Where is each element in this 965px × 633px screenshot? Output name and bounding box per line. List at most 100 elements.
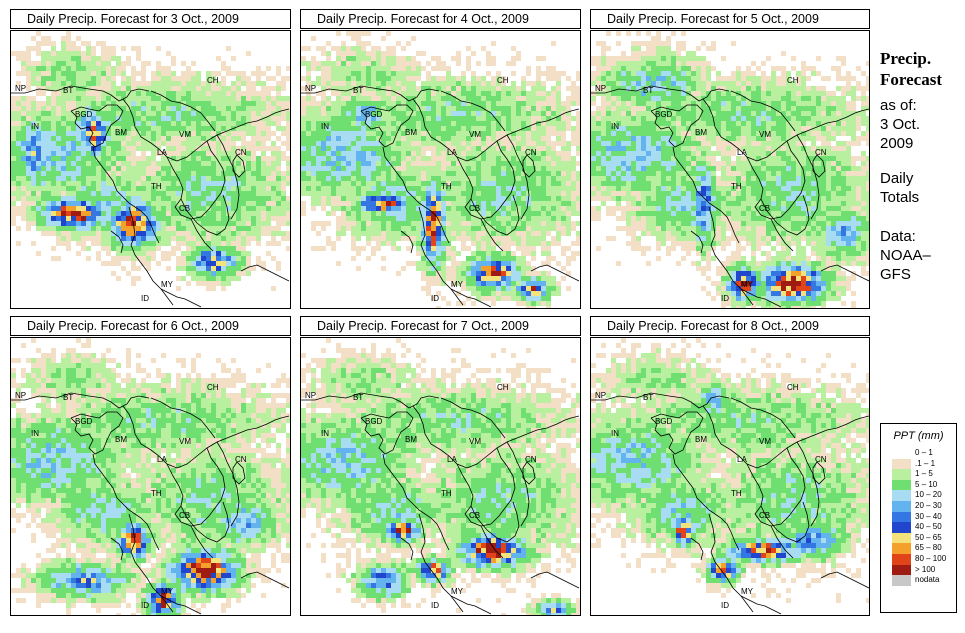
legend-swatch: [892, 553, 911, 565]
sidebar-date-1: 3 Oct.: [880, 116, 921, 133]
country-label: NP: [15, 84, 26, 93]
country-label: IN: [611, 429, 619, 438]
country-label: CB: [179, 511, 190, 520]
sidebar-daily-2: Totals: [880, 189, 920, 206]
country-label: CH: [787, 383, 799, 392]
panel-title: Daily Precip. Forecast for 3 Oct., 2009: [10, 9, 291, 29]
forecast-panel-6: Daily Precip. Forecast for 8 Oct., 2009 …: [590, 316, 870, 616]
sidebar-heading-1: Precip.: [880, 49, 932, 68]
country-label: BT: [63, 393, 73, 402]
legend-row: 30 – 40: [881, 511, 956, 523]
ppt-legend: PPT (mm) 0 – 1 .1 – 1 1 – 5 5 – 10 10 – …: [880, 423, 957, 613]
country-label: VM: [179, 437, 191, 446]
precip-cells: [591, 338, 869, 603]
country-label: LA: [447, 148, 457, 157]
panel-title: Daily Precip. Forecast for 7 Oct., 2009: [300, 316, 581, 336]
legend-label: 50 – 65: [915, 532, 942, 542]
country-label: CB: [759, 511, 770, 520]
country-label: BGD: [365, 110, 383, 119]
legend-label: 80 – 100: [915, 553, 947, 563]
country-label: CH: [207, 383, 219, 392]
panel-title: Daily Precip. Forecast for 8 Oct., 2009: [590, 316, 870, 336]
country-label: BM: [405, 128, 417, 137]
country-label: CH: [497, 383, 509, 392]
coastlines-borders: [301, 392, 580, 615]
country-label: NP: [305, 391, 316, 400]
country-label: LA: [447, 455, 457, 464]
sidebar-asof: as of:: [880, 97, 917, 114]
country-label: MY: [741, 587, 754, 596]
country-label: TH: [731, 489, 742, 498]
country-label: NP: [595, 84, 606, 93]
legend-swatch: [892, 511, 911, 523]
legend-label: nodata: [915, 575, 940, 585]
country-label: VM: [469, 437, 481, 446]
country-label: TH: [441, 182, 452, 191]
forecast-panel-3: Daily Precip. Forecast for 5 Oct., 2009 …: [590, 9, 870, 309]
country-label: VM: [179, 130, 191, 139]
country-label: TH: [441, 489, 452, 498]
legend-swatch: [892, 564, 911, 576]
country-label: CH: [787, 76, 799, 85]
country-label: CB: [179, 204, 190, 213]
country-label: CB: [759, 204, 770, 213]
legend-swatch: [892, 490, 911, 501]
legend-row: 20 – 30: [881, 500, 956, 512]
legend-label: > 100: [915, 564, 936, 574]
legend-swatch: [892, 500, 911, 512]
country-label: IN: [31, 122, 39, 131]
country-label: BGD: [365, 417, 383, 426]
country-label: LA: [157, 455, 167, 464]
country-label: BM: [405, 435, 417, 444]
country-label: CB: [469, 511, 480, 520]
country-label: BT: [63, 86, 73, 95]
panel-title: Daily Precip. Forecast for 6 Oct., 2009: [10, 316, 291, 336]
legend-row: 65 – 80: [881, 543, 956, 554]
precip-cells: [301, 338, 580, 615]
panel-title: Daily Precip. Forecast for 5 Oct., 2009: [590, 9, 870, 29]
country-label: IN: [321, 429, 329, 438]
sidebar-data-3: GFS: [880, 266, 911, 283]
legend-row: 5 – 10: [881, 479, 956, 491]
legend-title: PPT (mm): [893, 430, 944, 442]
precip-map: NP BT BGD IN BM CH VM LA TH CB MY ID CN: [300, 337, 581, 616]
country-label: VM: [759, 130, 771, 139]
country-label: MY: [161, 587, 174, 596]
country-label: BT: [643, 393, 653, 402]
coastlines-borders: [591, 392, 869, 615]
sidebar-data-2: NOAA–: [880, 247, 931, 264]
legend-swatch: [892, 479, 911, 491]
legend-row: 40 – 50: [881, 522, 956, 533]
legend-label: 20 – 30: [915, 500, 942, 510]
legend-swatch: [892, 458, 911, 470]
country-label: BGD: [655, 417, 673, 426]
precip-field: NP BT BGD IN BM CH VM LA TH CB MY ID CN: [591, 31, 869, 308]
forecast-panel-2: Daily Precip. Forecast for 4 Oct., 2009 …: [300, 9, 581, 309]
country-label: BGD: [655, 110, 673, 119]
country-label: CB: [469, 204, 480, 213]
legend-label: 10 – 20: [915, 490, 942, 500]
country-label: NP: [305, 84, 316, 93]
country-label: ID: [141, 601, 149, 610]
legend-row: 10 – 20: [881, 490, 956, 501]
legend-swatch: [892, 448, 911, 459]
coastlines-borders: [11, 392, 290, 615]
country-label: BT: [353, 393, 363, 402]
country-label: BM: [695, 435, 707, 444]
country-label: BT: [353, 86, 363, 95]
precip-cells: [591, 31, 869, 308]
country-label: ID: [431, 601, 439, 610]
country-label: BGD: [75, 110, 93, 119]
legend-swatch: [892, 543, 911, 554]
legend-label: 0 – 1: [915, 448, 933, 457]
legend-row: 0 – 1: [881, 448, 956, 459]
country-label: NP: [15, 391, 26, 400]
country-label: MY: [451, 587, 464, 596]
legend-swatch: [892, 522, 911, 533]
country-label: TH: [151, 489, 162, 498]
country-label: MY: [451, 280, 464, 289]
country-label: BGD: [75, 417, 93, 426]
country-label: VM: [469, 130, 481, 139]
legend-swatch: [892, 532, 911, 544]
country-label: LA: [737, 455, 747, 464]
